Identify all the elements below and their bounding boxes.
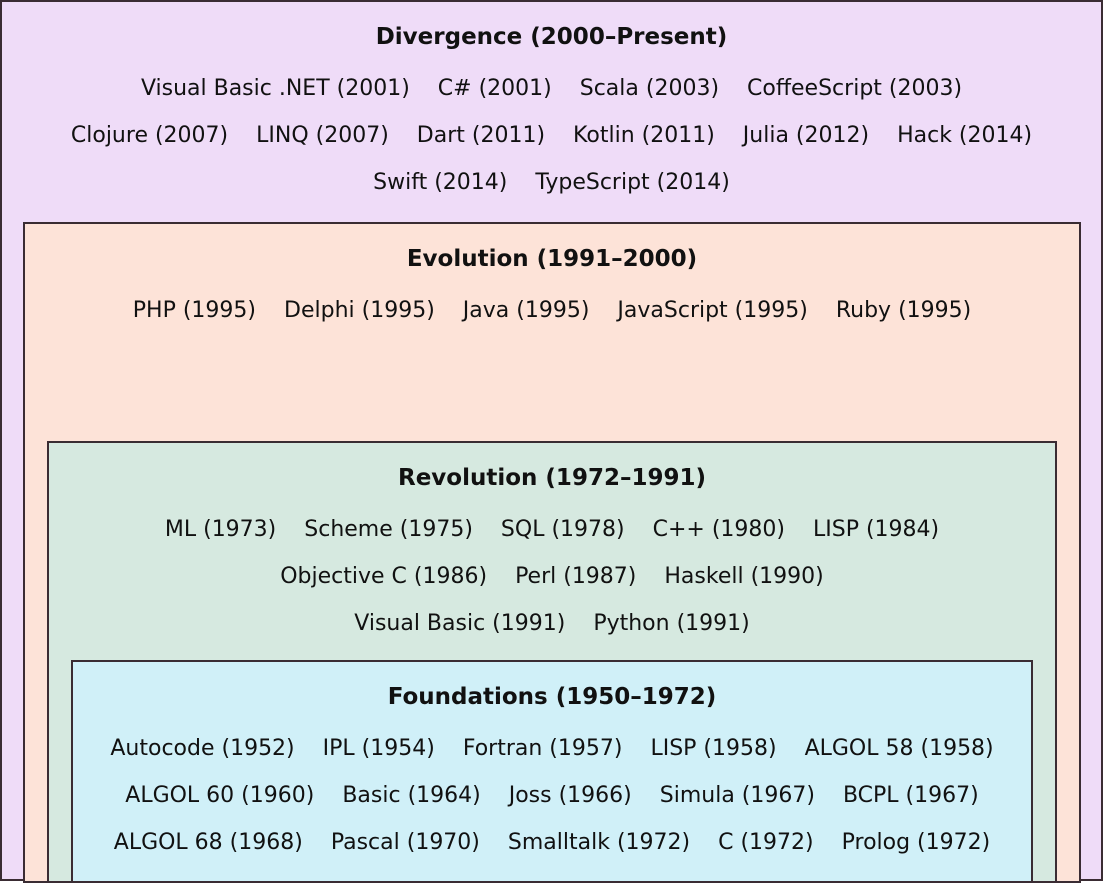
language-item: LISP (1958) xyxy=(650,736,777,761)
language-item: LINQ (2007) xyxy=(256,123,389,148)
language-item: PHP (1995) xyxy=(132,298,257,323)
language-row: Clojure (2007) LINQ (2007) Dart (2011) Kotl… xyxy=(2,123,1101,148)
language-item: Basic (1964) xyxy=(342,783,481,808)
language-row: Swift (2014) TypeScript (2014) xyxy=(2,170,1101,195)
language-item: BCPL (1967) xyxy=(842,783,979,808)
language-item: Dart (2011) xyxy=(416,123,546,148)
language-item: Visual Basic (1991) xyxy=(354,611,566,636)
language-item: Clojure (2007) xyxy=(70,123,229,148)
era-title: Evolution (1991–2000) xyxy=(406,246,698,272)
language-item: Prolog (1972) xyxy=(841,830,991,855)
language-row: PHP (1995) Delphi (1995) Java (1995) JavaSc… xyxy=(25,298,1079,323)
language-item: Swift (2014) xyxy=(373,170,508,195)
language-item: TypeScript (2014) xyxy=(535,170,730,195)
era-title: Divergence (2000–Present) xyxy=(375,24,728,50)
language-row: ALGOL 68 (1968) Pascal (1970) Smalltalk (1… xyxy=(73,830,1031,855)
language-row: ML (1973) Scheme (1975) SQL (1978) C++ (198… xyxy=(49,517,1055,542)
language-item: Simula (1967) xyxy=(659,783,815,808)
language-item: Python (1991) xyxy=(593,611,750,636)
language-item: CoffeeScript (2003) xyxy=(747,76,963,101)
language-item: Fortran (1957) xyxy=(462,736,623,761)
language-item: Ruby (1995) xyxy=(835,298,972,323)
language-item: Autocode (1952) xyxy=(110,736,295,761)
language-item: SQL (1978) xyxy=(500,517,625,542)
language-row: Visual Basic (1991) Python (1991) xyxy=(49,611,1055,636)
language-item: Objective C (1986) xyxy=(280,564,488,589)
era-title: Revolution (1972–1991) xyxy=(398,465,706,491)
language-item: C++ (1980) xyxy=(652,517,785,542)
language-item: ALGOL 60 (1960) xyxy=(125,783,315,808)
language-item: Scala (2003) xyxy=(579,76,720,101)
language-item: Visual Basic .NET (2001) xyxy=(140,76,410,101)
language-item: Pascal (1970) xyxy=(330,830,480,855)
era-foundations: Foundations (1950–1972) Autocode (1952) IP… xyxy=(71,660,1033,883)
language-row: Visual Basic .NET (2001) C# (2001) Scala (… xyxy=(2,76,1101,101)
language-item: Perl (1987) xyxy=(515,564,637,589)
language-item: Joss (1966) xyxy=(508,783,632,808)
language-item: Haskell (1990) xyxy=(664,564,824,589)
language-row: Objective C (1986) Perl (1987) Haskell (19… xyxy=(49,564,1055,589)
language-item: Scheme (1975) xyxy=(304,517,473,542)
era-title: Foundations (1950–1972) xyxy=(387,684,717,710)
language-item: Java (1995) xyxy=(462,298,590,323)
language-item: IPL (1954) xyxy=(322,736,435,761)
language-item: Hack (2014) xyxy=(897,123,1033,148)
language-row: Autocode (1952) IPL (1954) Fortran (1957) L… xyxy=(73,736,1031,761)
language-item: Kotlin (2011) xyxy=(573,123,715,148)
language-item: ML (1973) xyxy=(164,517,277,542)
language-row: ALGOL 60 (1960) Basic (1964) Joss (1966) Si… xyxy=(73,783,1031,808)
language-item: C (1972) xyxy=(718,830,814,855)
language-item: Julia (2012) xyxy=(742,123,870,148)
language-item: ALGOL 68 (1968) xyxy=(113,830,303,855)
language-item: Delphi (1995) xyxy=(284,298,435,323)
language-item: LISP (1984) xyxy=(813,517,940,542)
language-item: C# (2001) xyxy=(437,76,552,101)
language-item: JavaScript (1995) xyxy=(617,298,808,323)
language-item: Smalltalk (1972) xyxy=(507,830,691,855)
language-item: ALGOL 58 (1958) xyxy=(804,736,994,761)
